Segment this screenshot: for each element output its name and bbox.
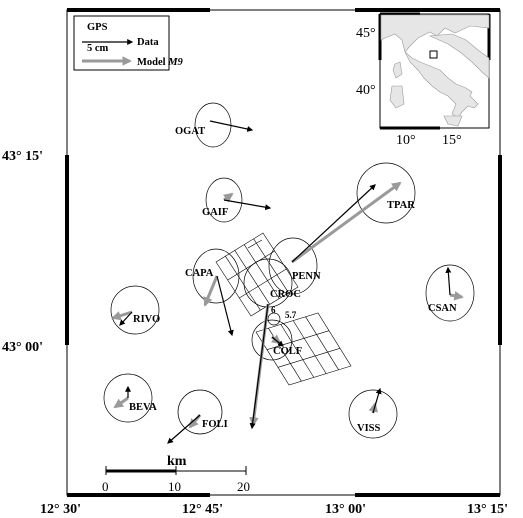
fault-plane-north [215, 232, 299, 317]
inset-study-area [429, 50, 438, 59]
ellipse-ogat [194, 102, 232, 148]
station-label-foli: FOLI [202, 419, 228, 430]
station-label-capa: CAPA [185, 268, 214, 279]
data-arrow-csan [445, 266, 452, 296]
legend-gps-label: GPS [87, 22, 108, 33]
ellipse-penn [268, 237, 318, 295]
inset-map: 45° 40° 10° 15° [356, 12, 491, 148]
lon-label-2: 13° 00' [325, 502, 366, 517]
ellipse-rivo [110, 285, 160, 335]
scale-bar-unit: km [167, 454, 187, 469]
station-label-ogat: OGAT [175, 126, 205, 137]
model-arrow-capa [203, 275, 219, 307]
model-arrow-rivo [111, 310, 133, 321]
station-label-gaif: GAIF [202, 207, 228, 218]
legend-scale-label: 5 cm [87, 43, 109, 54]
inset-lon-10: 10° [396, 133, 416, 148]
model-arrow-tpar [291, 181, 402, 264]
fault-label-5-7: 5.7 [285, 310, 297, 320]
scale-bar: km 0 10 20 [102, 454, 250, 494]
data-arrow-capa [216, 275, 234, 337]
scale-tick-0: 0 [102, 479, 109, 494]
data-arrow-croc [249, 303, 269, 430]
station-label-rivo: RIVO [133, 314, 160, 325]
lon-label-0: 12° 30' [40, 502, 81, 517]
ellipse-csan [425, 264, 475, 322]
inset-lon-15: 15° [442, 133, 462, 148]
data-arrow-colf [271, 336, 284, 347]
ellipse-tpar [356, 162, 416, 224]
station-label-tpar: TPAR [387, 200, 415, 211]
model-arrow-csan [449, 291, 464, 301]
map-frame [65, 8, 502, 497]
scale-tick-10: 10 [168, 479, 181, 494]
ellipse-gaif [205, 177, 243, 223]
station-label-csan: CSAN [428, 303, 457, 314]
error-ellipses [103, 102, 475, 439]
lat-label-top: 43° 15' [2, 149, 43, 164]
ellipse-beva [103, 373, 153, 423]
inset-landmass [380, 14, 490, 127]
fault-plane-south [255, 312, 352, 386]
model-arrow-beva [113, 396, 129, 409]
station-label-penn: PENN [292, 271, 321, 282]
station-label-viss: VISS [357, 423, 381, 434]
station-label-beva: BEVA [129, 402, 157, 413]
fault-label-6: 6 [271, 305, 276, 315]
model-arrow-gaif [222, 192, 234, 203]
data-arrow-foli [167, 414, 201, 444]
inset-lat-40: 40° [356, 83, 376, 98]
data-arrow-ogat [209, 120, 254, 132]
scale-tick-20: 20 [237, 479, 250, 494]
station-label-colf: COLF [273, 346, 302, 357]
data-arrow-gaif [223, 199, 272, 211]
lat-label-bottom: 43° 00' [2, 340, 43, 355]
data-vectors [119, 120, 452, 444]
lon-label-3: 13° 15' [467, 502, 508, 517]
ellipse-capa [192, 248, 240, 304]
legend-model-label: Model M9 [137, 57, 184, 68]
ellipse-viss [348, 389, 398, 439]
ellipse-foli [177, 389, 223, 435]
station-label-croc: CROC [270, 289, 301, 300]
legend-data-label: Data [137, 37, 159, 48]
ellipse-small-croc [267, 312, 281, 326]
inset-lat-45: 45° [356, 26, 376, 41]
data-arrow-rivo [119, 311, 133, 326]
data-arrow-viss [372, 387, 382, 414]
legend: GPS 5 cm Data Model M9 [73, 15, 184, 71]
lon-label-1: 12° 45' [182, 502, 223, 517]
data-arrow-tpar [291, 184, 376, 263]
ellipse-colf [251, 319, 293, 361]
model-vectors [111, 181, 464, 429]
